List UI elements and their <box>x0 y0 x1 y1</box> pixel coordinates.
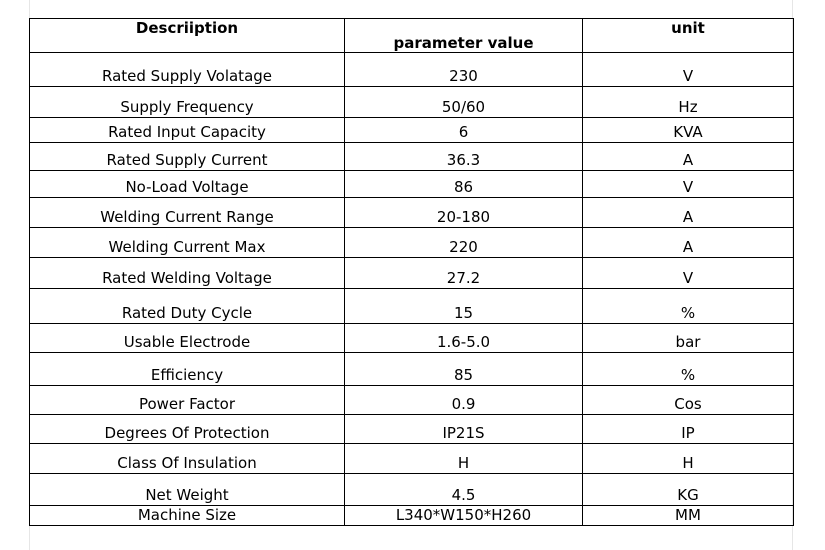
row-label: Supply Frequency <box>29 86 345 118</box>
row-unit: A <box>582 142 794 171</box>
row-label: Degrees Of Protection <box>29 414 345 444</box>
row-unit: V <box>582 257 794 289</box>
row-value: 36.3 <box>344 142 583 171</box>
table-row: Supply Frequency 50/60 Hz <box>29 86 794 118</box>
table-row: Rated Welding Voltage 27.2 V <box>29 257 794 289</box>
row-value: 0.9 <box>344 385 583 415</box>
table-row: Rated Supply Volatage 230 V <box>29 52 794 87</box>
header-parameter-value: parameter value <box>344 18 583 53</box>
row-unit: bar <box>582 323 794 353</box>
row-value: 85 <box>344 352 583 386</box>
row-label: Welding Current Max <box>29 227 345 258</box>
table-row: No-Load Voltage 86 V <box>29 170 794 198</box>
row-label: Net Weight <box>29 473 345 506</box>
row-unit: % <box>582 352 794 386</box>
row-value: 27.2 <box>344 257 583 289</box>
header-description: Descriiption <box>29 18 345 53</box>
table-row: Rated Input Capacity 6 KVA <box>29 117 794 143</box>
table-row: Net Weight 4.5 KG <box>29 473 794 506</box>
row-label: Rated Duty Cycle <box>29 288 345 324</box>
row-value: 1.6-5.0 <box>344 323 583 353</box>
row-value: 50/60 <box>344 86 583 118</box>
row-unit: % <box>582 288 794 324</box>
row-unit: H <box>582 443 794 474</box>
row-unit: KVA <box>582 117 794 143</box>
row-value: 230 <box>344 52 583 87</box>
row-label: Class Of Insulation <box>29 443 345 474</box>
row-unit: V <box>582 52 794 87</box>
row-value: 20-180 <box>344 197 583 228</box>
row-value: 4.5 <box>344 473 583 506</box>
row-value: L340*W150*H260 <box>344 505 583 526</box>
row-unit: IP <box>582 414 794 444</box>
row-unit: MM <box>582 505 794 526</box>
row-label: No-Load Voltage <box>29 170 345 198</box>
table-header-row: Descriiption parameter value unit <box>29 18 794 53</box>
row-value: 220 <box>344 227 583 258</box>
row-unit: Cos <box>582 385 794 415</box>
row-label: Machine Size <box>29 505 345 526</box>
row-label: Efficiency <box>29 352 345 386</box>
table-row: Rated Supply Current 36.3 A <box>29 142 794 171</box>
header-unit: unit <box>582 18 794 53</box>
table-row: Usable Electrode 1.6-5.0 bar <box>29 323 794 353</box>
row-label: Rated Supply Volatage <box>29 52 345 87</box>
table-row: Power Factor 0.9 Cos <box>29 385 794 415</box>
table-row: Efficiency 85 % <box>29 352 794 386</box>
row-value: 86 <box>344 170 583 198</box>
parameter-table: Descriiption parameter value unit Rated … <box>29 18 794 526</box>
row-unit: A <box>582 197 794 228</box>
row-value: H <box>344 443 583 474</box>
table-row: Rated Duty Cycle 15 % <box>29 288 794 324</box>
table-row: Welding Current Range 20-180 A <box>29 197 794 228</box>
row-label: Rated Welding Voltage <box>29 257 345 289</box>
table-row: Class Of Insulation H H <box>29 443 794 474</box>
row-label: Welding Current Range <box>29 197 345 228</box>
row-label: Power Factor <box>29 385 345 415</box>
row-label: Rated Supply Current <box>29 142 345 171</box>
row-value: 6 <box>344 117 583 143</box>
table-row: Welding Current Max 220 A <box>29 227 794 258</box>
row-unit: KG <box>582 473 794 506</box>
table-row: Machine Size L340*W150*H260 MM <box>29 505 794 526</box>
row-unit: Hz <box>582 86 794 118</box>
row-value: 15 <box>344 288 583 324</box>
row-unit: V <box>582 170 794 198</box>
row-value: IP21S <box>344 414 583 444</box>
row-label: Rated Input Capacity <box>29 117 345 143</box>
table-row: Degrees Of Protection IP21S IP <box>29 414 794 444</box>
row-label: Usable Electrode <box>29 323 345 353</box>
row-unit: A <box>582 227 794 258</box>
